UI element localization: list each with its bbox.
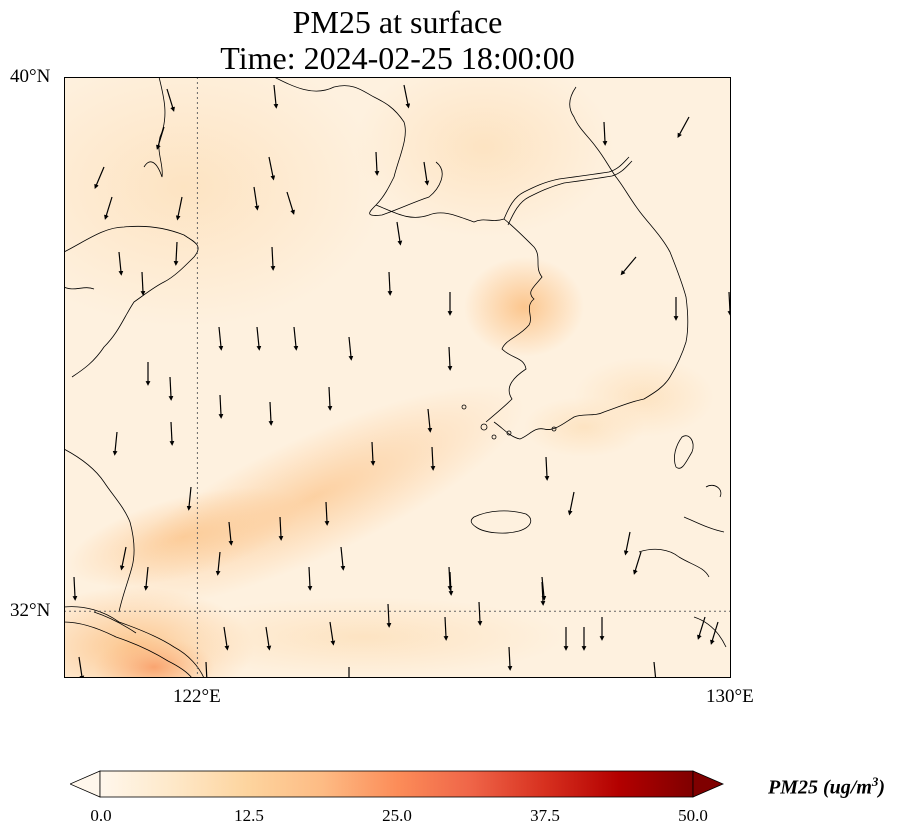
- wind-vector: [443, 616, 449, 641]
- wind-vector: [94, 166, 105, 190]
- lon-label-130e: 130°E: [706, 686, 754, 707]
- wind-vectors: [72, 84, 731, 678]
- wind-vector: [119, 546, 127, 571]
- wind-vector: [140, 271, 146, 296]
- wind-vector: [268, 156, 276, 181]
- colorbar: [70, 770, 725, 798]
- map-panel: [64, 77, 731, 678]
- wind-vector: [541, 576, 547, 601]
- wind-vector: [186, 486, 192, 511]
- wind-vector: [677, 116, 690, 138]
- wind-vector: [228, 521, 234, 546]
- wind-vector: [169, 421, 175, 446]
- wind-vector: [278, 516, 284, 541]
- wind-vector: [156, 126, 165, 150]
- pm25-field: [64, 77, 731, 678]
- colorbar-extend-max: [692, 770, 725, 798]
- wind-vector: [218, 394, 224, 419]
- lon-label-122e: 122°E: [173, 686, 221, 707]
- colorbar-gradient: [99, 770, 694, 798]
- wind-vector: [329, 621, 336, 646]
- wind-vector: [623, 531, 631, 556]
- wind-vector: [78, 656, 85, 678]
- colorbar-label-close: ): [878, 776, 886, 799]
- wind-vector: [104, 196, 113, 220]
- wind-vector: [427, 408, 433, 433]
- lat-label-32n: 32°N: [10, 600, 51, 621]
- wind-vector: [253, 186, 260, 211]
- wind-vector: [273, 84, 279, 109]
- colorbar-tick-1: 12.5: [234, 806, 264, 825]
- wind-vector: [118, 251, 124, 276]
- wind-vector: [710, 621, 719, 645]
- wind-vector: [447, 566, 453, 591]
- wind-vector: [430, 446, 436, 471]
- colorbar-tick-2: 25.0: [382, 806, 412, 825]
- wind-vector: [507, 646, 513, 671]
- wind-vector: [293, 326, 299, 351]
- wind-vector: [602, 121, 608, 146]
- gridlines: [64, 77, 731, 678]
- wind-vector: [205, 661, 208, 678]
- wind-vector: [286, 191, 295, 215]
- wind-vector: [215, 551, 221, 576]
- wind-vector: [256, 326, 262, 351]
- colorbar-extend-min: [70, 770, 101, 798]
- wind-vector: [112, 431, 118, 456]
- wind-vector: [697, 616, 706, 640]
- wind-vector: [324, 501, 330, 526]
- wind-vector: [223, 626, 230, 651]
- wind-vector: [268, 401, 274, 426]
- wind-vector: [168, 376, 174, 401]
- wind-vector: [448, 571, 454, 596]
- map-title-line1: PM25 at surface: [292, 4, 503, 40]
- wind-vector: [72, 576, 78, 601]
- colorbar-label-sup: 3: [871, 774, 879, 789]
- wind-vector: [327, 386, 333, 411]
- colorbar-label-text: PM25 (ug/m: [768, 776, 872, 799]
- wind-vector: [396, 221, 403, 246]
- wind-vector: [653, 661, 657, 678]
- lat-label-40n: 40°N: [10, 66, 51, 87]
- wind-vector: [307, 566, 313, 591]
- wind-vector: [374, 151, 380, 176]
- wind-vector: [403, 84, 411, 109]
- wind-vector: [386, 603, 392, 628]
- wind-vector: [340, 546, 346, 571]
- wind-vector: [387, 271, 393, 296]
- colorbar-tick-0: 0.0: [90, 806, 112, 825]
- wind-vector: [143, 566, 149, 591]
- colorbar-tick-4: 50.0: [678, 806, 708, 825]
- wind-vector: [544, 456, 550, 481]
- coastlines: [64, 77, 727, 678]
- colorbar-tick-3: 37.5: [530, 806, 560, 825]
- wind-vector: [173, 241, 179, 266]
- wind-vector: [423, 161, 430, 186]
- map-title-line2: Time: 2024-02-25 18:00:00: [220, 40, 575, 76]
- wind-vector: [348, 336, 354, 361]
- wind-vector: [620, 256, 637, 276]
- wind-vector: [175, 196, 183, 221]
- wind-vector: [633, 551, 642, 575]
- wind-vector: [265, 626, 272, 651]
- wind-vector: [477, 601, 483, 626]
- wind-vector: [370, 441, 376, 466]
- wind-vector: [218, 326, 224, 351]
- map-border: [64, 77, 731, 678]
- wind-vector: [540, 581, 546, 606]
- wind-vector: [270, 246, 276, 271]
- wind-vector: [567, 491, 575, 516]
- wind-vector: [727, 291, 731, 316]
- colorbar-label: PM25 (ug/m3): [768, 774, 885, 800]
- wind-vector: [166, 88, 175, 112]
- wind-vector: [447, 346, 453, 371]
